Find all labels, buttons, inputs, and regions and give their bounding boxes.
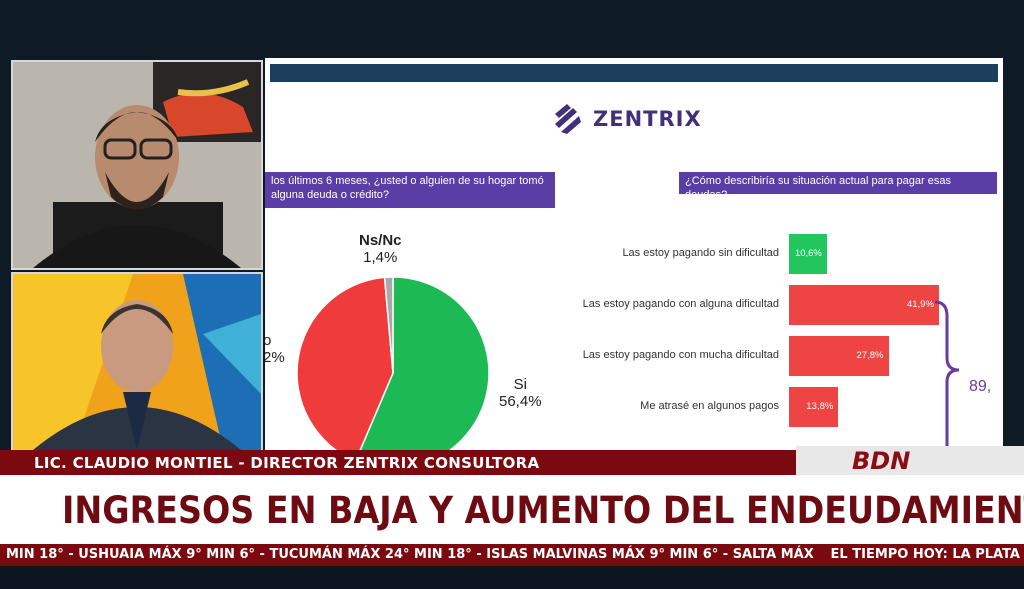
bar-label: Las estoy pagando con mucha dificultad (582, 349, 779, 361)
bar (789, 387, 839, 427)
pie-slice-si (359, 276, 490, 450)
bar-label: Las estoy pagando con alguna dificultad (582, 298, 779, 310)
headline-bar: INGRESOS EN BAJA Y AUMENTO DEL ENDEUDAMI… (0, 475, 1024, 544)
bar-label: Me atrasé en algunos pagos (640, 400, 779, 412)
pie-label-no-name: o (265, 332, 272, 349)
ticker-right-text: EL TIEMPO HOY: LA PLATA (830, 547, 1020, 562)
pie-label-nsnc: Ns/Nc 1,4% (359, 232, 402, 266)
slide-header-bar (270, 64, 998, 82)
news-ticker: MIN 18° - USHUAIA MÁX 9° MIN 6° - TUCUMÁ… (0, 544, 1024, 566)
presentation-slide: ZENTRIX los últimos 6 meses, ¿usted o al… (265, 58, 1003, 450)
bracket-brace (934, 300, 960, 448)
pie-label-si-name: Si (513, 376, 527, 393)
speaker-name: LIC. CLAUDIO MONTIEL - DIRECTOR ZENTRIX … (34, 454, 540, 472)
camera-feed-host (11, 272, 263, 452)
bracket-total-value: 89, (969, 378, 992, 395)
zentrix-logo-icon (555, 104, 581, 134)
pie-slice-nsnc (383, 276, 394, 374)
headline-text: INGRESOS EN BAJA Y AUMENTO DEL ENDEUDAMI… (62, 489, 1024, 532)
question-right: ¿Cómo describiría su situación actual pa… (679, 172, 997, 201)
channel-logo: BDN (852, 447, 911, 475)
bar (789, 285, 939, 325)
question-left: los últimos 6 meses, ¿usted o alguien de… (265, 172, 555, 208)
pie-label-si: Si 56,4% (499, 376, 542, 410)
bar-value-label: 13,8% (806, 401, 834, 412)
ticker-text: MIN 18° - USHUAIA MÁX 9° MIN 6° - TUCUMÁ… (6, 547, 814, 562)
pie-label-nsnc-value: 1,4% (363, 249, 398, 266)
ticker-right-label: EL TIEMPO HOY: LA PLATA (820, 544, 1024, 566)
pie-label-no: o 2% (265, 332, 285, 366)
camera-feed-guest (11, 60, 263, 270)
debt-pie-chart (296, 276, 490, 450)
pie-slice-no (296, 276, 394, 450)
bar-value-label: 27,8% (856, 350, 884, 361)
bar (789, 234, 827, 274)
pie-label-si-value: 56,4% (499, 393, 542, 410)
pie-label-no-value: 2% (265, 349, 285, 366)
brand-name: ZENTRIX (593, 107, 702, 131)
bar-value-label: 41,9% (907, 299, 934, 310)
brand-logo: ZENTRIX (551, 102, 702, 136)
channel-logo-box: BDN (796, 446, 1024, 475)
guest-video-illustration (13, 62, 261, 268)
bar-value-label: 10,6% (794, 248, 822, 259)
host-video-illustration (13, 274, 261, 450)
bottom-strip (0, 566, 1024, 589)
bar-label: Las estoy pagando sin dificultad (622, 247, 779, 259)
pie-label-nsnc-name: Ns/Nc (359, 232, 402, 249)
bar (789, 336, 889, 376)
